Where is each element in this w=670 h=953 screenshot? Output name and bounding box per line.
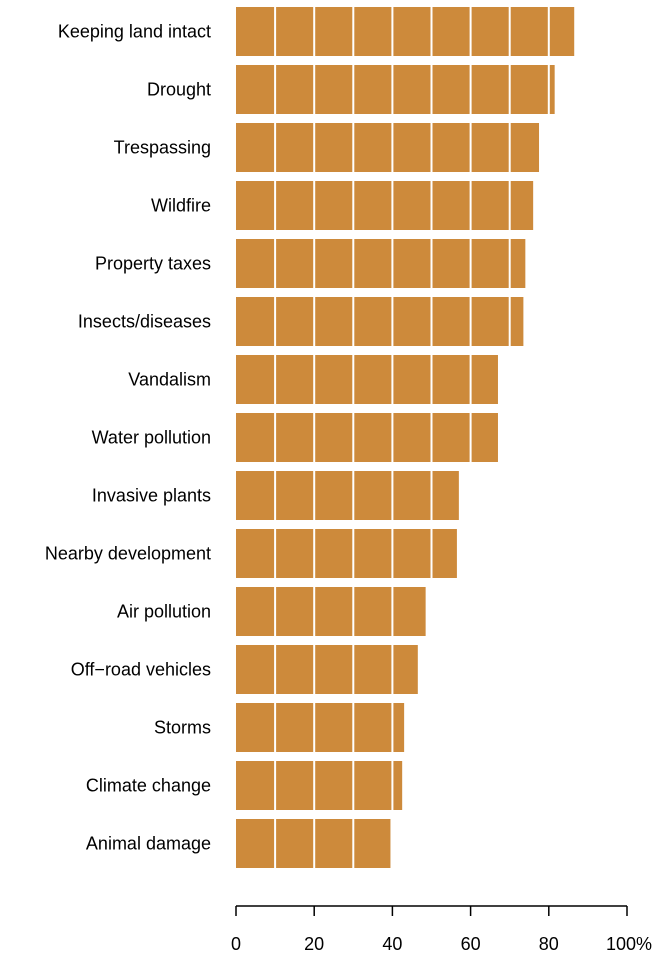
category-label: Animal damage xyxy=(86,834,211,854)
category-label: Nearby development xyxy=(45,544,211,564)
category-label: Trespassing xyxy=(114,138,211,158)
bar-11 xyxy=(236,645,418,694)
gridlines-layer xyxy=(274,7,550,868)
x-tick-label: 80 xyxy=(539,934,559,953)
category-label: Air pollution xyxy=(117,602,211,622)
bar-9 xyxy=(236,529,457,578)
x-tick-label: 100% xyxy=(606,934,652,953)
bar-6 xyxy=(236,355,498,404)
bar-12 xyxy=(236,703,405,752)
category-label: Drought xyxy=(147,80,211,100)
category-label: Insects/diseases xyxy=(78,312,211,332)
category-label: Keeping land intact xyxy=(58,22,211,42)
bars-layer xyxy=(236,7,575,868)
category-label: Storms xyxy=(154,718,211,738)
category-label: Water pollution xyxy=(92,428,211,448)
bar-8 xyxy=(236,471,459,520)
category-label: Invasive plants xyxy=(92,486,211,506)
bar-3 xyxy=(236,181,534,230)
category-label: Property taxes xyxy=(95,254,211,274)
x-tick-label: 60 xyxy=(461,934,481,953)
category-label: Wildfire xyxy=(151,196,211,216)
bar-13 xyxy=(236,761,403,810)
bar-5 xyxy=(236,297,524,346)
category-label: Climate change xyxy=(86,776,211,796)
category-label: Vandalism xyxy=(128,370,211,390)
bar-0 xyxy=(236,7,575,56)
bar-10 xyxy=(236,587,426,636)
bar-1 xyxy=(236,65,555,114)
bar-7 xyxy=(236,413,498,462)
x-axis: 0 20 40 60 80 100% xyxy=(231,905,652,953)
x-tick-label: 40 xyxy=(382,934,402,953)
bar-4 xyxy=(236,239,526,288)
bar-2 xyxy=(236,123,540,172)
x-tick-label: 20 xyxy=(304,934,324,953)
x-tick-label: 0 xyxy=(231,934,241,953)
category-labels: Keeping land intact Drought Trespassing Wil… xyxy=(45,22,211,854)
category-label: Off−road vehicles xyxy=(71,660,211,680)
